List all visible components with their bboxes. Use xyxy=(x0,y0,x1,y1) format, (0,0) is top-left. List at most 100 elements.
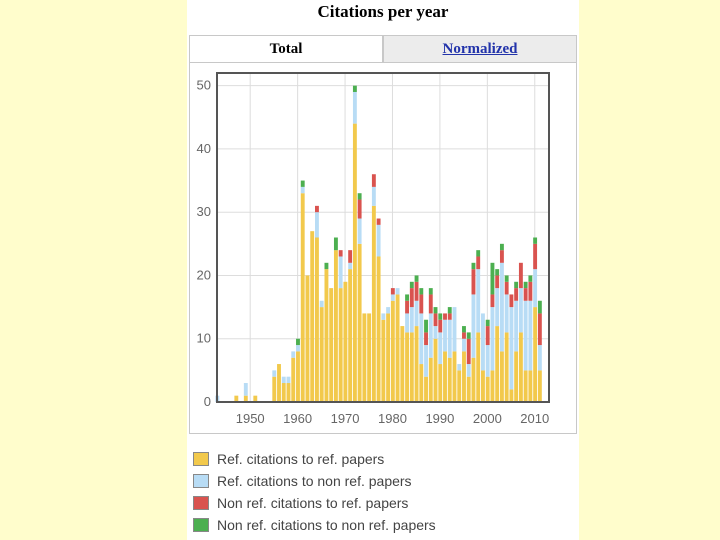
bar-segment xyxy=(381,313,386,320)
bar-segment xyxy=(495,288,500,327)
bar-segment xyxy=(438,364,443,402)
bar-segment xyxy=(319,307,324,402)
bar-segment xyxy=(466,332,471,339)
bar-segment xyxy=(533,237,538,244)
bar-segment xyxy=(481,313,485,371)
bar-segment xyxy=(533,307,538,402)
x-tick-label: 2010 xyxy=(520,411,549,426)
bar-segment xyxy=(414,275,419,282)
bar-segment xyxy=(400,326,405,402)
bar-segment xyxy=(490,370,495,402)
bar-segment xyxy=(409,281,414,289)
bar-segment xyxy=(348,262,353,270)
bar-segment xyxy=(523,300,528,371)
bar-segment xyxy=(281,383,286,402)
bar-segment xyxy=(315,212,319,238)
legend-item-nonref-nonref[interactable]: Non ref. citations to non ref. papers xyxy=(193,514,573,536)
bar-segment xyxy=(333,237,338,251)
bar-segment xyxy=(433,338,438,402)
bar-segment xyxy=(485,376,490,402)
bar-segment xyxy=(514,351,519,402)
bar-segment xyxy=(386,307,391,314)
y-tick-label: 30 xyxy=(197,204,211,219)
bar-segment xyxy=(395,294,400,402)
legend-item-ref-nonref[interactable]: Ref. citations to non ref. papers xyxy=(193,470,573,492)
bar-segment xyxy=(528,300,533,371)
bar-segment xyxy=(495,326,500,402)
legend-item-nonref-ref[interactable]: Non ref. citations to ref. papers xyxy=(193,492,573,514)
bar-segment xyxy=(424,376,428,402)
x-tick-label: 1970 xyxy=(331,411,360,426)
bar-segment xyxy=(315,237,319,402)
bar-segment xyxy=(390,300,395,402)
legend-label: Non ref. citations to ref. papers xyxy=(217,495,409,511)
bar-segment xyxy=(452,307,457,352)
bar-segment xyxy=(433,307,438,314)
legend-item-ref-ref[interactable]: Ref. citations to ref. papers xyxy=(193,448,573,470)
bar-segment xyxy=(518,262,523,289)
bar-segment xyxy=(514,288,519,301)
bar-segment xyxy=(414,281,419,301)
bar-segment xyxy=(329,288,334,402)
x-tick-label: 2000 xyxy=(473,411,502,426)
bar-segment xyxy=(485,319,490,327)
bar-segment xyxy=(528,281,533,301)
bar-segment xyxy=(338,250,343,257)
bar-segment xyxy=(381,319,386,402)
bar-segment xyxy=(452,351,457,402)
legend-swatch-ref-nonref xyxy=(193,474,209,488)
bar-segment xyxy=(509,389,514,402)
bar-segment xyxy=(428,288,433,295)
bar-segment xyxy=(433,313,438,327)
bar-segment xyxy=(457,370,462,402)
bar-segment xyxy=(234,395,239,402)
bar-segment xyxy=(495,269,500,276)
bar-segment xyxy=(376,224,381,257)
bar-segment xyxy=(291,357,296,402)
bar-segment xyxy=(362,313,367,402)
bar-segment xyxy=(518,288,523,333)
bar-segment xyxy=(414,300,419,327)
bar-segment xyxy=(462,338,466,352)
bar-segment xyxy=(315,205,319,213)
bar-segment xyxy=(462,351,466,402)
bar-segment xyxy=(504,281,509,295)
bar-segment xyxy=(405,294,410,301)
bar-segment xyxy=(533,243,538,270)
bar-segment xyxy=(495,275,500,289)
bar-segment xyxy=(438,313,443,320)
bar-segment xyxy=(371,174,376,187)
bar-segment xyxy=(443,319,447,352)
bar-segment xyxy=(471,269,476,295)
bar-segment xyxy=(476,332,481,402)
bar-segment xyxy=(537,370,542,402)
bar-segment xyxy=(348,250,353,263)
bar-segment xyxy=(424,345,428,377)
x-tick-label: 1980 xyxy=(378,411,407,426)
bar-segment xyxy=(286,383,291,402)
bar-segment xyxy=(352,85,357,92)
bar-segment xyxy=(324,262,329,270)
bar-segment xyxy=(395,288,400,295)
bar-segment xyxy=(281,376,286,384)
bar-segment xyxy=(243,395,248,402)
bar-segment xyxy=(272,370,277,377)
bar-segment xyxy=(438,319,443,333)
bar-segment xyxy=(352,123,357,402)
bar-segment xyxy=(376,218,381,225)
bar-segment xyxy=(537,313,542,346)
bar-segment xyxy=(514,300,519,352)
bar-segment xyxy=(476,256,481,270)
tab-normalized[interactable]: Normalized xyxy=(383,35,577,63)
bar-segment xyxy=(357,199,362,219)
bar-segment xyxy=(414,326,419,402)
bar-segment xyxy=(371,186,376,206)
bar-segment xyxy=(514,281,519,289)
bar-segment xyxy=(433,326,438,339)
bar-segment xyxy=(390,288,395,295)
bar-segment xyxy=(490,262,495,295)
bar-segment xyxy=(390,294,395,301)
bar-segment xyxy=(443,313,447,320)
bar-segment xyxy=(523,288,528,301)
y-tick-label: 0 xyxy=(204,394,211,409)
